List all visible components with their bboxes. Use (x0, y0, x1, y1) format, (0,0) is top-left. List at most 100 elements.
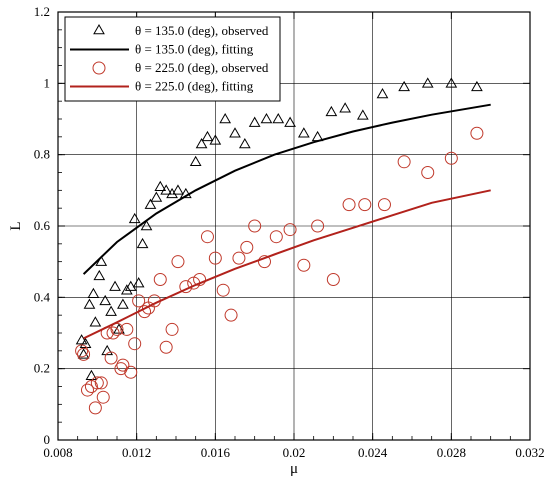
circle-point (81, 383, 94, 397)
x-tick-label: 0.008 (43, 445, 72, 460)
circle-point (77, 347, 91, 361)
triangle-point (421, 77, 434, 88)
triangle-point (101, 344, 114, 356)
triangle-point (128, 212, 141, 224)
circle-point (358, 198, 372, 212)
triangle-point (132, 277, 145, 288)
circle-point (75, 344, 89, 358)
circle-point (128, 337, 142, 351)
legend-label: θ = 225.0 (deg), fitting (135, 79, 254, 94)
circle-point (444, 151, 458, 165)
circle-point (88, 401, 102, 415)
triangle-marker-icon (93, 23, 105, 35)
y-tick-label: 0 (44, 432, 51, 447)
triangle-point (166, 187, 178, 199)
triangle-point (248, 116, 261, 127)
circle-point (104, 351, 118, 365)
triangle-point (85, 369, 98, 381)
legend-label: θ = 135.0 (deg), fitting (135, 42, 254, 57)
triangle-point (172, 184, 184, 195)
circle-point (248, 219, 262, 233)
triangle-point (154, 180, 167, 192)
circle-point (240, 240, 254, 254)
circle-point (311, 219, 325, 233)
legend: θ = 135.0 (deg), observed θ = 135.0 (deg… (64, 16, 281, 102)
triangle-point (356, 109, 369, 120)
triangle-point (87, 287, 100, 299)
circle-point (269, 230, 283, 244)
triangle-point (79, 337, 92, 348)
y-axis-title: L (8, 221, 24, 230)
circle-point (216, 283, 230, 297)
triangle-point (195, 137, 208, 149)
circle-point (153, 273, 167, 286)
triangle-point (124, 280, 137, 291)
series-0 (75, 77, 483, 381)
circle-point (116, 358, 130, 372)
triangle-point (99, 294, 112, 306)
circle-point (421, 166, 435, 179)
circle-point (342, 198, 356, 212)
triangle-point (325, 105, 338, 117)
y-tick-label: 0.6 (34, 218, 51, 233)
triangle-point (150, 191, 163, 202)
circle-point (159, 340, 173, 354)
triangle-point (229, 127, 241, 138)
circle-point (114, 362, 128, 376)
triangle-point (179, 187, 192, 199)
triangle-point (120, 284, 133, 295)
y-tick-label: 0.2 (34, 361, 50, 376)
x-axis-ticks: 0.008 0.012 0.016 0.02 0.024 0.028 0.032 (43, 12, 545, 460)
circle-point (470, 126, 484, 140)
triangle-point (398, 80, 410, 92)
series-2 (75, 126, 484, 415)
circle-point (283, 223, 297, 237)
triangle-point (297, 127, 310, 138)
triangle-point (445, 77, 458, 88)
legend-label: θ = 225.0 (deg), observed (135, 60, 269, 75)
legend-label: θ = 135.0 (deg), observed (135, 23, 269, 38)
x-tick-label: 0.016 (201, 445, 231, 460)
circle-point (208, 251, 222, 265)
x-tick-label: 0.032 (515, 445, 544, 460)
y-axis-ticks: 0 0.2 0.4 0.6 0.8 1 1.2 (34, 4, 530, 447)
fit-line (83, 189, 491, 340)
triangle-point (75, 334, 88, 345)
circle-point (96, 390, 110, 404)
x-tick-label: 0.02 (283, 445, 306, 460)
circle-point (124, 365, 138, 379)
legend-entry-135-fitting: θ = 135.0 (deg), fitting (70, 42, 254, 57)
triangle-point (238, 137, 251, 149)
triangle-point (189, 155, 202, 167)
x-tick-label: 0.012 (122, 445, 151, 460)
triangle-point (105, 305, 117, 316)
circle-point (120, 322, 134, 336)
circle-point (297, 258, 311, 272)
triangle-point (83, 298, 96, 309)
circle-point (110, 322, 124, 336)
triangle-point (140, 219, 153, 231)
fit-line (82, 103, 491, 275)
circle-point (94, 376, 108, 390)
circle-point (171, 255, 185, 269)
legend-entry-225-fitting: θ = 225.0 (deg), fitting (70, 79, 254, 94)
circle-point (326, 273, 340, 286)
triangle-point (95, 255, 108, 266)
circle-point (224, 308, 238, 322)
triangle-point (209, 134, 222, 145)
circle-point (90, 376, 104, 390)
circle-point (200, 230, 214, 244)
circle-point (106, 326, 120, 340)
y-tick-label: 1 (44, 75, 51, 90)
triangle-point (89, 316, 102, 327)
triangle-point (471, 80, 483, 92)
circle-point (397, 155, 411, 169)
plot-series (75, 77, 491, 415)
triangle-point (117, 298, 129, 309)
triangle-point (339, 102, 351, 113)
triangle-point (93, 269, 106, 281)
legend-entry-135-observed: θ = 135.0 (deg), observed (93, 23, 269, 38)
triangle-point (77, 348, 90, 359)
triangle-point (219, 112, 232, 124)
